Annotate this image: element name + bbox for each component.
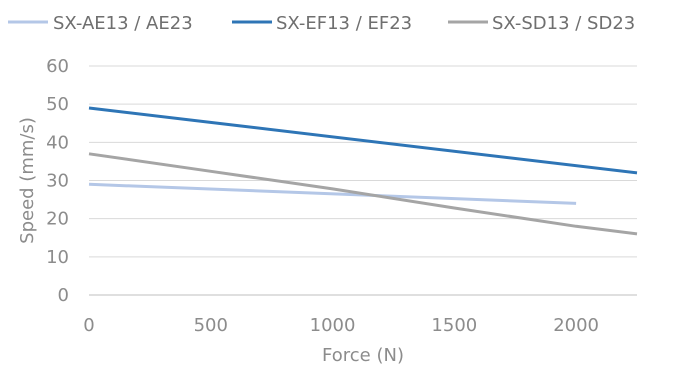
series-lines xyxy=(88,106,638,236)
y-tick-label: 0 xyxy=(58,285,69,306)
legend-item-2: SX-EF13 / EF23 xyxy=(232,13,412,34)
legend-label: SX-EF13 / EF23 xyxy=(276,13,412,34)
y-tick-label: 60 xyxy=(46,56,69,77)
x-tick-label: 1000 xyxy=(310,315,356,336)
legend-item-1: SX-AE13 / AE23 xyxy=(8,13,193,34)
x-tick-label: 2000 xyxy=(553,315,599,336)
y-tick-label: 30 xyxy=(46,171,69,192)
x-tick-label: 500 xyxy=(194,315,228,336)
legend-item-3: SX-SD13 / SD23 xyxy=(448,13,635,34)
series-line-3 xyxy=(88,152,638,236)
x-axis-title: Force (N) xyxy=(322,345,404,366)
axes: 0 10 20 30 40 50 60 0 500 1000 1500 2000 xyxy=(46,56,599,336)
series-line-1 xyxy=(88,182,577,205)
y-tick-label: 50 xyxy=(46,94,69,115)
legend-label: SX-SD13 / SD23 xyxy=(492,13,635,34)
series-line-2 xyxy=(88,106,638,175)
legend: SX-AE13 / AE23 SX-EF13 / EF23 SX-SD13 / SD… xyxy=(8,13,635,34)
y-tick-label: 40 xyxy=(46,132,69,153)
y-tick-label: 10 xyxy=(46,247,69,268)
x-tick-label: 1500 xyxy=(431,315,477,336)
grid xyxy=(89,65,637,296)
x-tick-label: 0 xyxy=(83,315,94,336)
y-axis-title: Speed (mm/s) xyxy=(17,117,38,244)
y-tick-label: 20 xyxy=(46,209,69,230)
legend-label: SX-AE13 / AE23 xyxy=(53,13,193,34)
